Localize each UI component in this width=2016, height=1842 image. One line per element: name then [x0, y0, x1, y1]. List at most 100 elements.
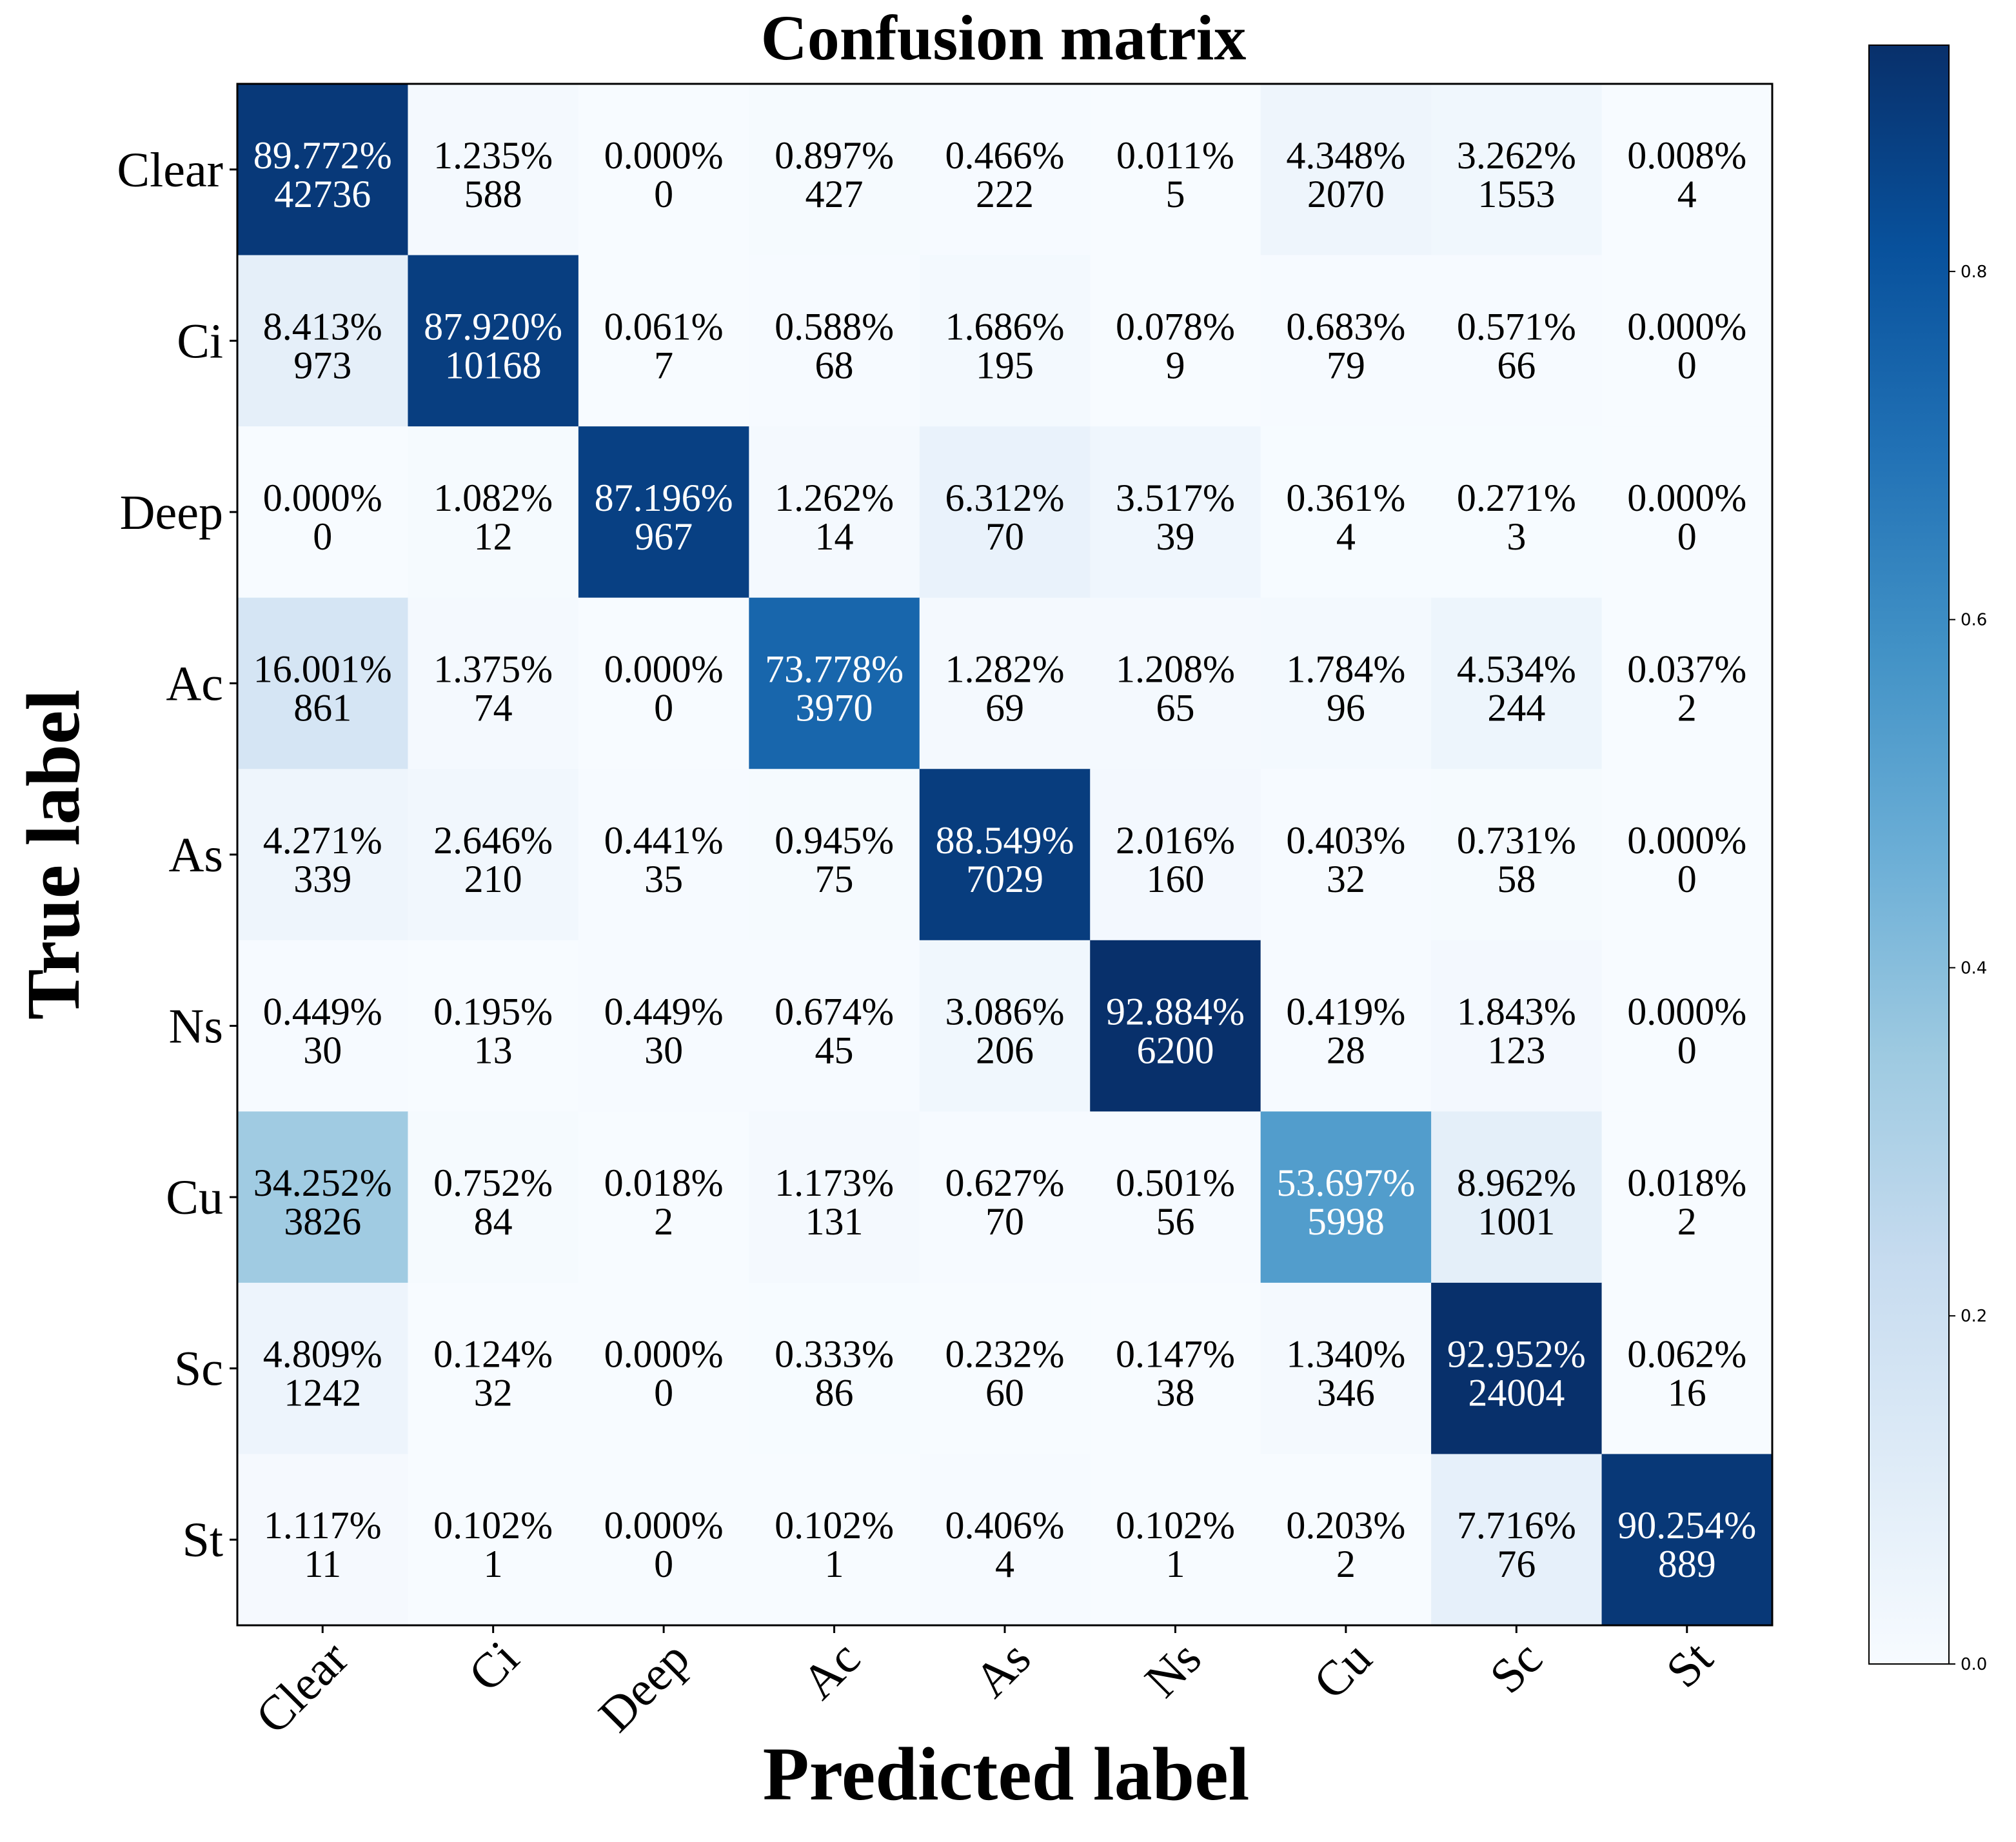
colorbar-tick-label: 0.0 [1961, 1655, 1987, 1674]
heatmap-cell [749, 940, 920, 1112]
cell-count-label: 66 [1497, 344, 1536, 386]
cell-percent-label: 0.195% [433, 991, 553, 1033]
cell-percent-label: 0.062% [1627, 1333, 1746, 1376]
cell-percent-label: 0.000% [1627, 991, 1746, 1033]
cell-percent-label: 0.203% [1286, 1504, 1405, 1547]
cell-count-label: 1 [825, 1543, 844, 1585]
cell-percent-label: 0.018% [604, 1162, 724, 1204]
heatmap-cell [1601, 84, 1773, 256]
cell-percent-label: 16.001% [253, 648, 392, 690]
cell-percent-label: 4.271% [263, 819, 382, 862]
heatmap-cell [408, 1454, 579, 1626]
cell-percent-label: 1.375% [433, 648, 553, 690]
cell-count-label: 13 [474, 1029, 513, 1072]
cell-count-label: 588 [464, 173, 522, 215]
heatmap-cell [578, 1454, 749, 1626]
heatmap-cell [1090, 940, 1261, 1112]
cell-percent-label: 3.086% [945, 991, 1065, 1033]
heatmap-cell [919, 769, 1091, 941]
cell-count-label: 0 [654, 686, 673, 729]
cell-percent-label: 0.000% [263, 477, 382, 519]
cell-percent-label: 90.254% [1617, 1504, 1756, 1547]
cell-count-label: 427 [805, 173, 864, 215]
cell-count-label: 346 [1317, 1372, 1375, 1414]
heatmap-cell [1601, 597, 1773, 769]
cell-count-label: 2 [1336, 1543, 1356, 1585]
heatmap-cell [1260, 597, 1432, 769]
cell-count-label: 58 [1497, 858, 1536, 900]
cell-count-label: 5 [1165, 173, 1185, 215]
heatmap-cell [578, 426, 749, 599]
heatmap-cell [749, 1111, 920, 1283]
cell-count-label: 0 [313, 515, 332, 558]
y-tick-label: Clear [117, 143, 223, 197]
heatmap-cell [1431, 940, 1603, 1112]
cell-count-label: 2 [1677, 1200, 1697, 1243]
cell-count-label: 222 [976, 173, 1034, 215]
heatmap-cell [749, 84, 920, 256]
y-tick-label: Ns [169, 1000, 223, 1054]
heatmap-cell [1090, 426, 1261, 599]
cell-count-label: 70 [985, 515, 1024, 558]
heatmap-cell [1431, 1111, 1603, 1283]
cell-percent-label: 0.627% [945, 1162, 1065, 1204]
cell-percent-label: 0.406% [945, 1504, 1065, 1547]
cell-count-label: 74 [474, 686, 513, 729]
y-tick-label: Cu [166, 1171, 223, 1225]
cell-count-label: 3 [1507, 515, 1526, 558]
cell-count-label: 0 [654, 1372, 673, 1414]
heatmap-cell [1260, 255, 1432, 427]
heatmap-cell [919, 1111, 1091, 1283]
heatmap-cell [1431, 769, 1603, 941]
x-tick-label: As [964, 1631, 1041, 1708]
cell-percent-label: 0.588% [775, 305, 894, 348]
cell-percent-label: 0.419% [1286, 991, 1405, 1033]
cell-percent-label: 0.011% [1116, 134, 1234, 177]
cell-count-label: 3826 [284, 1200, 361, 1243]
x-axis: Clear Ci Deep Ac As Ns Cu Sc St [245, 1625, 1723, 1744]
y-tick-label: Sc [174, 1342, 223, 1396]
heatmap-cell [1431, 426, 1603, 599]
cell-percent-label: 2.016% [1116, 819, 1235, 862]
heatmap-cell [578, 597, 749, 769]
cell-percent-label: 1.262% [775, 477, 894, 519]
cell-percent-label: 0.102% [775, 1504, 894, 1547]
x-tick-label: Ns [1134, 1631, 1211, 1708]
heatmap-cell [1260, 940, 1432, 1112]
cell-percent-label: 8.413% [263, 305, 382, 348]
cell-percent-label: 0.731% [1457, 819, 1576, 862]
cell-count-label: 4 [1336, 515, 1356, 558]
y-tick-label: St [183, 1513, 223, 1567]
colorbar: 0.0 0.2 0.4 0.6 0.8 [1868, 45, 1987, 1674]
cell-count-label: 1 [1165, 1543, 1185, 1585]
cell-percent-label: 3.262% [1457, 134, 1576, 177]
heatmap-cell [1431, 84, 1603, 256]
cell-percent-label: 4.348% [1286, 134, 1405, 177]
cell-count-label: 7 [654, 344, 673, 386]
cell-count-label: 0 [1677, 344, 1697, 386]
cell-count-label: 11 [304, 1543, 341, 1585]
cell-percent-label: 1.082% [433, 477, 553, 519]
cell-percent-label: 0.008% [1627, 134, 1746, 177]
heatmap-cell [578, 1282, 749, 1454]
cell-percent-label: 0.018% [1627, 1162, 1746, 1204]
cell-percent-label: 0.466% [945, 134, 1065, 177]
cell-labels: 89.772%427361.235%5880.000%00.897%4270.4… [253, 134, 1757, 1585]
y-axis: Clear Ci Deep Ac As Ns Cu Sc St [117, 143, 237, 1567]
heatmap-cell [408, 1282, 579, 1454]
heatmap-cell [1601, 255, 1773, 427]
x-tick-label: Cu [1303, 1631, 1382, 1710]
cell-percent-label: 1.686% [945, 305, 1065, 348]
cell-count-label: 206 [976, 1029, 1034, 1072]
y-tick-label: Ci [177, 314, 223, 368]
cell-count-label: 967 [635, 515, 693, 558]
x-axis-label: Predicted label [763, 1732, 1250, 1816]
cell-count-label: 131 [805, 1200, 864, 1243]
heatmap-cell [1260, 1454, 1432, 1626]
cell-percent-label: 0.078% [1116, 305, 1235, 348]
x-tick-label: Clear [245, 1631, 359, 1745]
cell-percent-label: 2.646% [433, 819, 553, 862]
cell-percent-label: 3.517% [1116, 477, 1235, 519]
heatmap-cell [1090, 769, 1261, 941]
cell-count-label: 195 [976, 344, 1034, 386]
